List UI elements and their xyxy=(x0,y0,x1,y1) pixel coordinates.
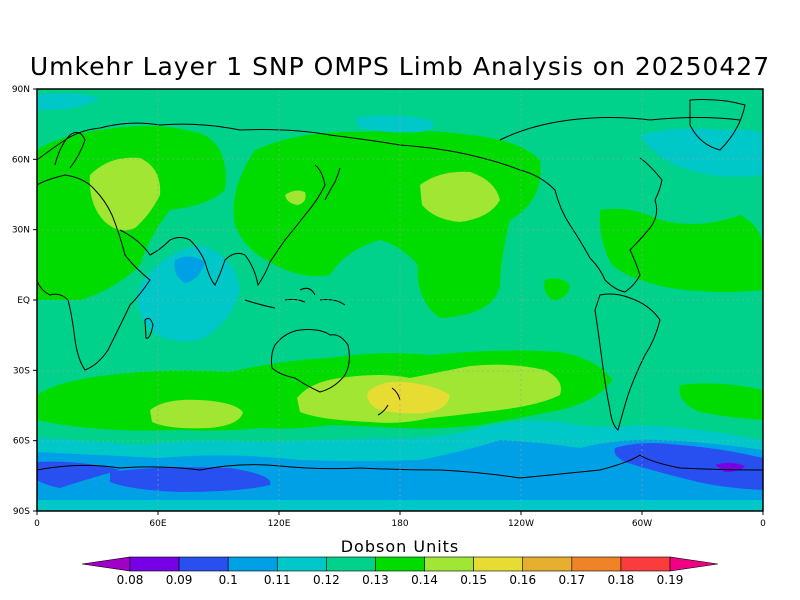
map-title: Umkehr Layer 1 SNP OMPS Limb Analysis on… xyxy=(29,52,771,81)
field-band-083 xyxy=(640,128,763,177)
coast-line-097 xyxy=(689,99,746,151)
lat-axis: 90N 60N 30N EQ 30S 60S 90S xyxy=(12,85,37,517)
colorbar-label: 0.17 xyxy=(558,573,585,587)
coast-line-098 xyxy=(594,293,661,431)
colorbar-arrow-high xyxy=(669,556,719,572)
field-band-084 xyxy=(37,93,100,110)
field-band-077 xyxy=(110,467,271,492)
colorbar-box xyxy=(522,556,573,572)
lon-tick-label: 60W xyxy=(632,519,652,529)
lon-tick-label: 120W xyxy=(508,519,534,529)
colorbar-box xyxy=(571,556,622,572)
colorbar-label: 0.1 xyxy=(219,573,238,587)
colorbar-label: 0.16 xyxy=(509,573,536,587)
coast-line-088 xyxy=(54,131,86,169)
colorbar-label: 0.19 xyxy=(657,573,684,587)
field-band-076 xyxy=(37,461,120,488)
lat-tick-label: 30S xyxy=(13,366,30,376)
lat-tick-label: 60S xyxy=(13,437,30,447)
colorbar-box xyxy=(276,556,327,572)
field-band-064 xyxy=(544,278,570,300)
lon-tick-label: 180 xyxy=(391,519,408,529)
coast-line-094 xyxy=(377,387,401,416)
field-band-066 xyxy=(420,171,500,222)
coast-line-086 xyxy=(144,317,154,339)
colorbar-box xyxy=(473,556,524,572)
field-band-070 xyxy=(150,399,243,429)
lon-tick-label: 60E xyxy=(149,519,166,529)
coast-line-090 xyxy=(244,164,326,287)
field-band-062 xyxy=(599,208,763,293)
colorbar-box xyxy=(620,556,671,572)
field-band-065 xyxy=(89,157,161,231)
field-band-081 xyxy=(174,256,205,283)
lat-tick-label: EQ xyxy=(17,296,30,306)
coast-line-096 xyxy=(499,117,741,141)
colorbar-arrow-low xyxy=(81,556,131,572)
colorbar-box xyxy=(227,556,278,572)
lat-tick-label: 90S xyxy=(13,507,30,517)
coast-line-087 xyxy=(37,122,521,171)
lon-axis: 0 60E 120E 180 120W 60W 0 xyxy=(34,511,766,529)
coast-line-093 xyxy=(270,329,350,393)
gridlines xyxy=(37,89,763,511)
coast-line-099 xyxy=(37,454,763,479)
colorbar-box xyxy=(375,556,425,572)
lon-tick-label: 120E xyxy=(268,519,291,529)
colorbar-label: 0.11 xyxy=(264,573,291,587)
coast-line-092 xyxy=(244,287,346,309)
colorbar-label: 0.14 xyxy=(411,573,438,587)
colorbar-box xyxy=(178,556,229,572)
field-band-069 xyxy=(679,383,763,420)
lat-tick-label: 60N xyxy=(12,155,30,165)
coast-line-095 xyxy=(519,157,663,293)
coast-line-089 xyxy=(119,229,246,286)
field-band-082 xyxy=(355,115,434,133)
colorbar-label: 0.12 xyxy=(313,573,340,587)
lon-tick-label: 0 xyxy=(760,519,766,529)
colorbar-box xyxy=(129,556,180,572)
colorbar-label: 0.18 xyxy=(608,573,635,587)
field-band-067 xyxy=(285,190,306,205)
coast-line-091 xyxy=(324,167,341,201)
colorbar-title: Dobson Units xyxy=(341,537,460,556)
colorbar-label: 0.13 xyxy=(362,573,389,587)
lon-tick-label: 0 xyxy=(34,519,40,529)
colorbar: 0.08 0.09 0.1 0.11 0.12 0.13 0.14 0.15 0.16 0.17 0… xyxy=(81,556,719,587)
lat-tick-label: 30N xyxy=(12,226,30,236)
colorbar-label: 0.09 xyxy=(166,573,193,587)
colorbar-label: 0.15 xyxy=(460,573,487,587)
colorbar-label: 0.08 xyxy=(117,573,144,587)
colorbar-box xyxy=(326,556,376,572)
field-band-080 xyxy=(137,245,240,342)
lat-tick-label: 90N xyxy=(12,85,30,95)
field-band-078 xyxy=(614,443,763,490)
colorbar-box xyxy=(424,556,474,572)
